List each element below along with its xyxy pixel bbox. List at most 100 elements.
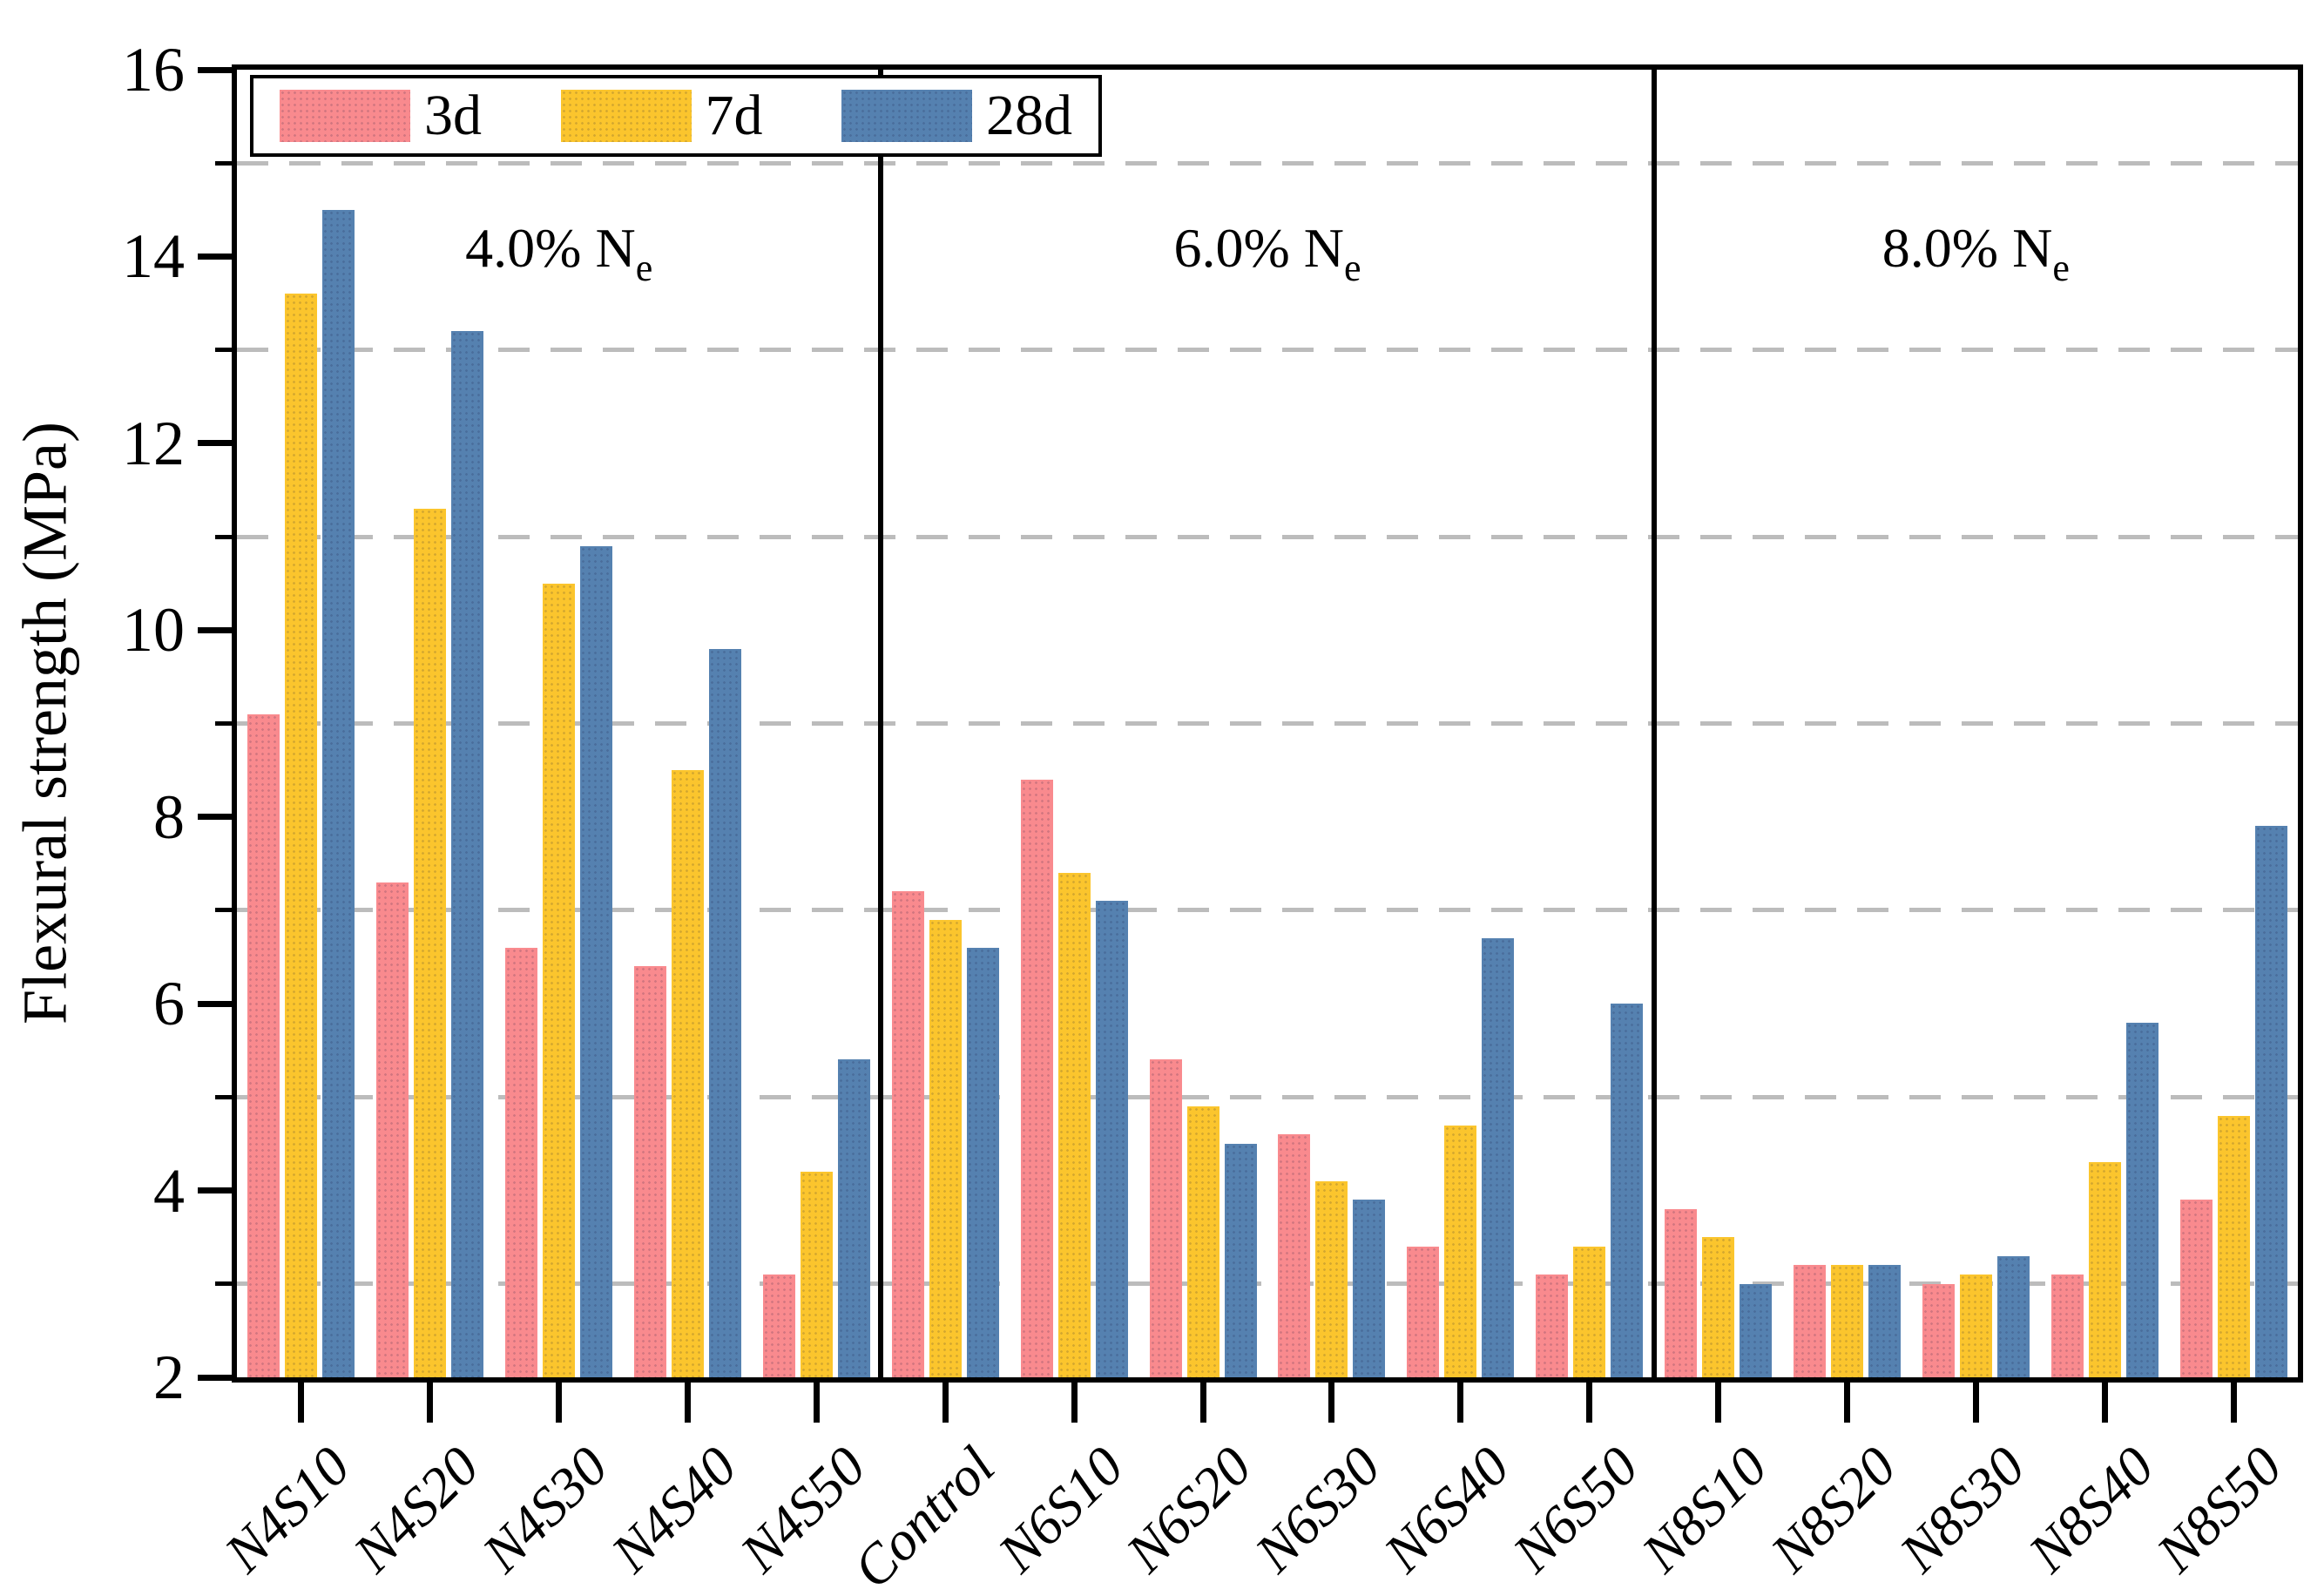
y-axis-tick-7 xyxy=(215,908,237,913)
plot-inner: 4.0% Ne 6.0% Ne 8.0% Ne xyxy=(237,70,2298,1377)
bar-N4S10-28d xyxy=(322,209,355,1377)
bar-N8S20-3d xyxy=(1793,1265,1826,1377)
bar-N4S30-7d xyxy=(543,583,576,1377)
x-tick-label-N6S20: N6S20 xyxy=(1114,1435,1264,1585)
x-axis-tick-N8S10 xyxy=(1715,1383,1722,1423)
legend: 3d 7d 28d xyxy=(250,75,1102,157)
x-axis-tick-N6S30 xyxy=(1328,1383,1335,1423)
section-label-text: 8.0% N xyxy=(1881,217,2053,279)
legend-swatch-7d xyxy=(560,90,692,142)
bar-N6S10-7d xyxy=(1057,873,1091,1377)
legend-label-28d: 28d xyxy=(986,84,1072,147)
x-axis-tick-N4S40 xyxy=(685,1383,692,1423)
bar-N4S20-28d xyxy=(451,331,484,1377)
x-tick-label-N8S30: N8S30 xyxy=(1887,1435,2037,1585)
y-tick-label-12: 12 xyxy=(122,408,185,478)
bar-N8S50-7d xyxy=(2217,1115,2250,1377)
x-tick-label-N4S10: N4S10 xyxy=(213,1435,362,1585)
legend-label-7d: 7d xyxy=(705,84,763,147)
section-label-3: 8.0% Ne xyxy=(1881,216,2070,289)
y-axis-tick-2 xyxy=(198,1374,237,1381)
y-axis-tick-6 xyxy=(198,1000,237,1007)
bar-N8S30-28d xyxy=(1996,1255,2030,1377)
bar-Control-7d xyxy=(929,919,962,1377)
x-tick-label-N4S20: N4S20 xyxy=(341,1435,491,1585)
bar-N4S20-7d xyxy=(414,508,447,1377)
x-axis-tick-N8S50 xyxy=(2230,1383,2237,1423)
y-axis-tick-14 xyxy=(198,253,237,260)
y-axis-tick-9 xyxy=(215,721,237,726)
y-axis-tick-13 xyxy=(215,348,237,353)
x-axis-tick-N8S30 xyxy=(1972,1383,1979,1423)
bar-N8S30-7d xyxy=(1959,1275,1992,1377)
y-axis-tick-15 xyxy=(215,160,237,166)
legend-swatch-28d xyxy=(841,90,972,142)
bar-N4S50-28d xyxy=(837,1059,870,1377)
bar-N8S40-7d xyxy=(2088,1162,2121,1377)
bar-N4S40-3d xyxy=(634,966,667,1377)
x-tick-label-N4S40: N4S40 xyxy=(599,1435,748,1585)
x-axis-tick-N6S10 xyxy=(1071,1383,1078,1423)
bar-N8S40-28d xyxy=(2125,1022,2158,1377)
section-label-text: 6.0% N xyxy=(1173,217,1344,279)
bar-N6S30-3d xyxy=(1278,1134,1311,1377)
x-tick-label-N4S30: N4S30 xyxy=(470,1435,620,1585)
bar-N8S30-3d xyxy=(1922,1283,1955,1377)
gridline-7 xyxy=(237,908,2298,913)
bar-N6S10-3d xyxy=(1020,779,1053,1377)
bar-N6S20-7d xyxy=(1186,1106,1219,1377)
gridline-5 xyxy=(237,1094,2298,1099)
bar-N6S30-28d xyxy=(1353,1200,1386,1377)
x-axis-tick-N6S20 xyxy=(1199,1383,1206,1423)
x-tick-label-N6S10: N6S10 xyxy=(985,1435,1135,1585)
x-tick-label-Control: Control xyxy=(841,1435,1006,1589)
section-label-text: 4.0% N xyxy=(465,217,636,279)
bar-N4S40-7d xyxy=(672,770,705,1377)
x-axis-tick-N6S40 xyxy=(1457,1383,1464,1423)
x-axis-tick-N8S40 xyxy=(2101,1383,2108,1423)
x-tick-label-N8S20: N8S20 xyxy=(1758,1435,1908,1585)
bar-N6S40-7d xyxy=(1444,1125,1477,1377)
plot-area: 4.0% Ne 6.0% Ne 8.0% Ne xyxy=(232,64,2303,1383)
section-label-2: 6.0% Ne xyxy=(1173,216,1361,289)
legend-label-3d: 3d xyxy=(424,84,482,147)
x-axis-tick-N8S20 xyxy=(1843,1383,1850,1423)
x-axis-tick-Control xyxy=(942,1383,949,1423)
bar-N6S20-3d xyxy=(1149,1059,1182,1377)
y-axis-tick-12 xyxy=(198,440,237,447)
bar-N6S50-7d xyxy=(1573,1246,1606,1377)
section-label-subscript: e xyxy=(1344,247,1361,289)
gridline-11 xyxy=(237,534,2298,539)
bar-N4S10-3d xyxy=(247,713,280,1377)
section-label-subscript: e xyxy=(635,247,653,289)
y-axis-tick-3 xyxy=(215,1281,237,1287)
bar-N6S20-28d xyxy=(1224,1143,1257,1377)
x-axis-tick-N4S10 xyxy=(298,1383,305,1423)
x-tick-label-N8S10: N8S10 xyxy=(1630,1435,1779,1585)
x-tick-label-N6S50: N6S50 xyxy=(1501,1435,1651,1585)
x-axis-tick-N4S50 xyxy=(813,1383,820,1423)
y-tick-label-2: 2 xyxy=(153,1342,185,1412)
bar-Control-3d xyxy=(891,891,924,1377)
bar-N8S10-3d xyxy=(1665,1209,1698,1377)
bar-N8S50-28d xyxy=(2254,826,2287,1377)
x-tick-label-N8S40: N8S40 xyxy=(2016,1435,2165,1585)
section-label-1: 4.0% Ne xyxy=(465,216,652,289)
y-axis-title: Flexural strength (MPa) xyxy=(10,422,80,1024)
x-axis-tick-N4S20 xyxy=(427,1383,434,1423)
bar-N6S40-3d xyxy=(1407,1246,1440,1377)
gridline-3 xyxy=(237,1281,2298,1287)
y-tick-label-10: 10 xyxy=(122,595,185,666)
y-tick-label-8: 8 xyxy=(153,781,185,852)
bar-N6S10-28d xyxy=(1095,901,1128,1377)
legend-entry-3d: 3d xyxy=(280,87,482,145)
x-axis-tick-N4S30 xyxy=(556,1383,563,1423)
legend-entry-28d: 28d xyxy=(841,87,1072,145)
y-axis-tick-11 xyxy=(215,534,237,539)
y-tick-label-4: 4 xyxy=(153,1155,185,1226)
x-tick-label-N8S50: N8S50 xyxy=(2145,1435,2294,1585)
y-tick-label-6: 6 xyxy=(153,969,185,1039)
gridline-13 xyxy=(237,348,2298,353)
legend-entry-7d: 7d xyxy=(560,84,763,147)
